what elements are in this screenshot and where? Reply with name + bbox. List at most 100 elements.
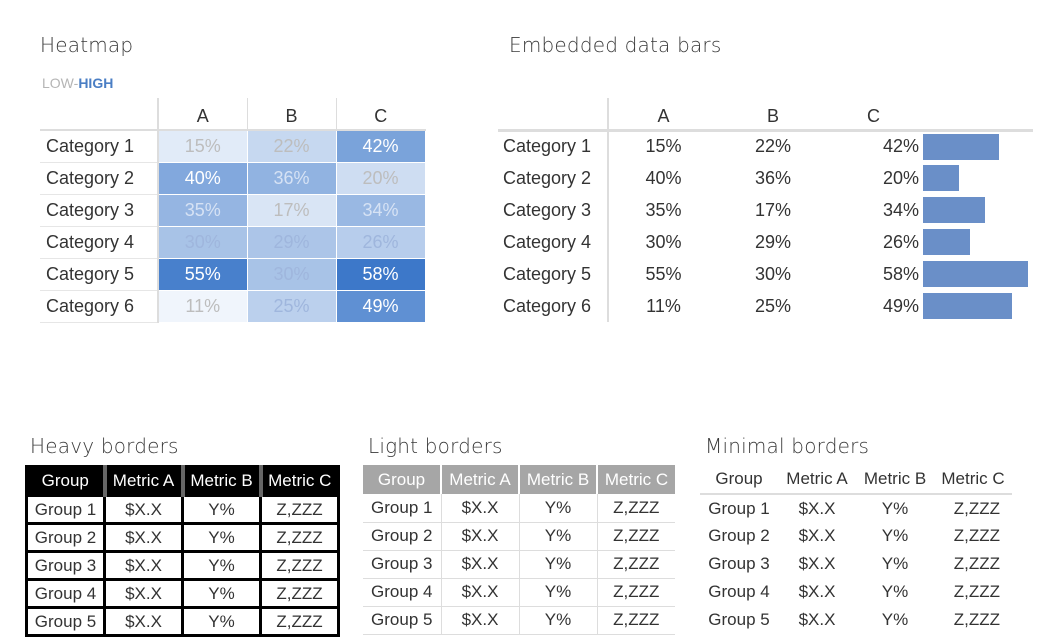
databars-table: A B C Category 1 15% 22% 42% Category 2 40% 36… (498, 98, 1033, 322)
heatmap-cell: 35% (157, 193, 248, 227)
databars-corner (498, 98, 609, 132)
table-row: Group 5 $X.X Y% Z,ZZZ (700, 606, 1012, 634)
table-cell: Y% (181, 606, 262, 637)
table-cell: Z,ZZZ (596, 522, 675, 551)
table-cell: Group 5 (363, 606, 441, 635)
bar-cell (923, 194, 1033, 226)
databars-row: Category 3 35% 17% 34% (498, 194, 1033, 226)
heatmap-cell: 42% (335, 129, 426, 163)
table-cell: Z,ZZZ (953, 498, 1000, 518)
heatmap-row: Category 4 30% 29% 26% (40, 225, 426, 259)
row-label: Category 4 (40, 226, 159, 259)
data-bar (923, 197, 985, 223)
column-header: Metric B (180, 466, 261, 496)
heavy-borders-table: Group Metric A Metric B Metric C Group 1 $X.… (25, 465, 340, 637)
column-header: Group (363, 465, 441, 494)
databars-row: Category 2 40% 36% 20% (498, 162, 1033, 194)
table-cell: Y% (181, 550, 262, 581)
table-cell: Y% (881, 498, 909, 518)
table-cell: Y% (181, 494, 262, 525)
row-label: Category 6 (40, 290, 159, 323)
databars-cell: 29% (754, 231, 792, 252)
table-cell: Group 5 (708, 610, 770, 629)
bar-cell (923, 226, 1033, 258)
column-header: Metric B (518, 465, 597, 494)
column-header: Group (700, 465, 778, 495)
row-label: Category 1 (40, 130, 159, 163)
table-cell: Group 4 (25, 578, 106, 609)
heatmap-cell: 11% (157, 289, 248, 323)
table-cell: Y% (518, 578, 597, 607)
heatmap-cell: 15% (157, 129, 248, 163)
table-cell: Z,ZZZ (596, 578, 675, 607)
row-label: Category 3 (498, 194, 609, 226)
row-label: Category 6 (498, 290, 609, 322)
column-header-c: C (335, 98, 425, 131)
table-cell: Group 1 (25, 494, 106, 525)
heatmap-cell: 17% (246, 193, 337, 227)
heatmap-cell: 58% (335, 257, 426, 291)
table-cell: $X.X (103, 606, 184, 637)
column-header: Metric A (440, 465, 519, 494)
databars-cell: 49% (882, 295, 919, 316)
heatmap-cell: 26% (335, 225, 426, 259)
table-row: Group 3 $X.X Y% Z,ZZZ (25, 550, 340, 581)
table-row: Group 5 $X.X Y% Z,ZZZ (25, 606, 340, 637)
row-label: Category 2 (498, 162, 609, 194)
table-cell: Y% (181, 522, 262, 553)
table-row: Group 1 $X.X Y% Z,ZZZ (25, 494, 340, 525)
heatmap-cell: 22% (246, 129, 337, 163)
table-cell: $X.X (798, 610, 836, 629)
heatmap-cell: 30% (246, 257, 337, 291)
column-header: Metric C (258, 466, 339, 496)
row-label: Category 5 (40, 258, 159, 291)
heatmap-cell: 34% (335, 193, 426, 227)
column-header: Metric B (856, 465, 934, 495)
databars-cell: 30% (754, 263, 792, 284)
column-header-a: A (157, 98, 247, 131)
databars-cell: 35% (645, 199, 682, 220)
heatmap-cell: 30% (157, 225, 248, 259)
bar-column-header (923, 98, 1033, 132)
databars-row: Category 1 15% 22% 42% (498, 130, 1033, 162)
light-borders-title: Light borders (368, 434, 503, 458)
data-bar (923, 165, 960, 191)
table-cell: Z,ZZZ (259, 494, 340, 525)
heatmap-legend: LOW-HIGH (42, 75, 113, 91)
table-cell: $X.X (798, 554, 836, 573)
table-row: Group 1 $X.X Y% Z,ZZZ (700, 494, 1012, 522)
table-cell: Group 3 (25, 550, 106, 581)
legend-high-label: HIGH (78, 75, 114, 91)
table-row: Group 2 $X.X Y% Z,ZZZ (700, 522, 1012, 550)
databars-header-row: A B C (498, 98, 1033, 132)
table-cell: $X.X (103, 578, 184, 609)
table-row: Group 1 $X.X Y% Z,ZZZ (363, 494, 675, 523)
table-cell: Z,ZZZ (953, 610, 1000, 629)
table-row: Group 5 $X.X Y% Z,ZZZ (363, 606, 675, 635)
table-row: Group 2 $X.X Y% Z,ZZZ (363, 522, 675, 551)
table-row: Group 4 $X.X Y% Z,ZZZ (363, 578, 675, 607)
light-borders-table: Group Metric A Metric B Metric C Group 1 $X.… (363, 465, 675, 635)
table-cell: Z,ZZZ (953, 526, 1000, 545)
column-header: Metric A (778, 465, 856, 495)
table-cell: Group 3 (708, 554, 770, 573)
heatmap-cell: 20% (335, 161, 426, 195)
table-cell: Z,ZZZ (596, 550, 675, 579)
table-row: Group 3 $X.X Y% Z,ZZZ (363, 550, 675, 579)
table-cell: Group 2 (363, 522, 441, 551)
table-cell: Z,ZZZ (953, 554, 1000, 573)
light-header-row: Group Metric A Metric B Metric C (363, 465, 675, 494)
table-cell: Y% (181, 578, 262, 609)
heavy-borders-title: Heavy borders (30, 434, 179, 458)
table-cell: Y% (881, 526, 909, 545)
databars-title: Embedded data bars (509, 33, 722, 57)
databars-cell: 22% (754, 136, 792, 157)
table-cell: $X.X (798, 498, 836, 518)
row-label: Category 4 (498, 226, 609, 258)
table-cell: Y% (518, 550, 597, 579)
heatmap-row: Category 3 35% 17% 34% (40, 193, 426, 227)
column-header-a: A (608, 98, 718, 132)
bar-cell (923, 162, 1033, 194)
heatmap-row: Category 1 15% 22% 42% (40, 129, 426, 163)
row-label: Category 2 (40, 162, 159, 195)
